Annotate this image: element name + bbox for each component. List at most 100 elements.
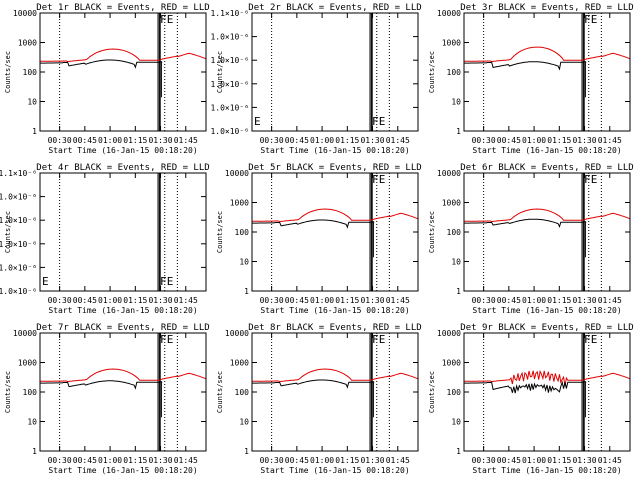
lld-series-line (464, 369, 631, 386)
y-tick-label: 100 (235, 388, 250, 397)
events-series-line (40, 380, 163, 418)
x-tick-label: 00:30 (260, 136, 284, 145)
y-axis-label: Counts/sec (4, 371, 12, 413)
x-tick-label: 01:45 (174, 296, 198, 305)
panel-title: Det 8r BLACK = Events, RED = LLD (248, 323, 421, 333)
x-tick-label: 01:30 (572, 296, 596, 305)
events-series-line (464, 380, 587, 418)
lld-series-line (40, 48, 207, 63)
y-tick-label: 100 (23, 68, 38, 77)
panel-title: Det 3r BLACK = Events, RED = LLD (460, 3, 633, 13)
legend-F: F (160, 13, 167, 26)
plot-frame (463, 12, 631, 132)
x-axis-label: Start Time (16-Jan-15 00:18:20) (48, 146, 197, 155)
y-tick-label: 1.0×10⁻⁶ (0, 216, 37, 225)
y-tick-label: 1.0×10⁻⁶ (210, 127, 249, 136)
y-tick-label: 100 (447, 388, 462, 397)
x-axis-label: Start Time (16-Jan-15 00:18:20) (472, 146, 621, 155)
x-tick-label: 01:45 (598, 456, 622, 465)
x-tick-label: 01:15 (123, 296, 147, 305)
panel-det-2: Det 2r BLACK = Events, RED = LLD Counts/s… (210, 3, 421, 155)
x-tick-label: 01:30 (360, 136, 384, 145)
y-tick-label: 10 (239, 418, 249, 427)
legend-E: E (379, 173, 386, 186)
events-series-line (464, 61, 587, 98)
panel-det-9: Det 9r BLACK = Events, RED = LLD Counts/s… (428, 323, 634, 475)
y-tick-label: 10 (27, 98, 37, 107)
plot-frame (39, 172, 207, 292)
legend-E: E (591, 173, 598, 186)
legend-E: E (379, 115, 386, 128)
panel-title: Det 1r BLACK = Events, RED = LLD (36, 3, 209, 13)
y-tick-label: 1000 (442, 39, 461, 48)
legend-F: F (584, 333, 591, 346)
x-tick-label: 01:15 (547, 136, 571, 145)
lld-series-line (252, 208, 419, 223)
legend-E: E (167, 333, 174, 346)
plot-frame (39, 332, 207, 452)
x-tick-label: 01:45 (598, 296, 622, 305)
lld-series-line (464, 46, 631, 63)
x-tick-label: 01:00 (522, 456, 546, 465)
lld-series-line (40, 368, 207, 383)
x-tick-label: 00:30 (260, 456, 284, 465)
y-axis-label: Counts/sec (4, 211, 12, 253)
panel-title: Det 4r BLACK = Events, RED = LLD (36, 163, 209, 173)
x-tick-label: 01:45 (174, 136, 198, 145)
x-tick-label: 00:45 (497, 136, 521, 145)
legend-F: F (372, 173, 379, 186)
y-tick-label: 100 (447, 68, 462, 77)
y-axis-label: Counts/sec (216, 371, 224, 413)
y-axis-label: Counts/sec (428, 371, 436, 413)
y-tick-label: 1.1×10⁻⁶ (210, 9, 249, 18)
legend-E: E (379, 333, 386, 346)
plot-frame (463, 332, 631, 452)
y-tick-label: 1 (456, 127, 461, 136)
x-tick-label: 01:30 (360, 456, 384, 465)
x-axis-label: Start Time (16-Jan-15 00:18:20) (260, 306, 409, 315)
y-tick-label: 1 (32, 127, 37, 136)
y-tick-label: 1.0×10⁻⁶ (0, 193, 37, 202)
panel-title: Det 6r BLACK = Events, RED = LLD (460, 163, 633, 173)
x-tick-label: 00:30 (472, 136, 496, 145)
y-tick-label: 10 (451, 98, 461, 107)
x-tick-label: 00:45 (73, 296, 97, 305)
panel-det-3: Det 3r BLACK = Events, RED = LLD Counts/s… (428, 3, 634, 155)
lld-series-line (464, 208, 631, 223)
x-tick-label: 01:00 (522, 136, 546, 145)
y-tick-label: 1.0×10⁻⁶ (0, 287, 37, 296)
y-tick-label: 1.0×10⁻⁶ (210, 56, 249, 65)
x-tick-label: 00:45 (285, 296, 309, 305)
events-series-line (252, 379, 375, 418)
x-tick-label: 00:30 (48, 456, 72, 465)
panel-det-8: Det 8r BLACK = Events, RED = LLD Counts/s… (216, 323, 422, 475)
x-tick-label: 01:45 (598, 136, 622, 145)
panel-det-7: Det 7r BLACK = Events, RED = LLD Counts/s… (4, 323, 210, 475)
x-tick-label: 01:30 (148, 296, 172, 305)
y-tick-label: 10 (239, 258, 249, 267)
y-tick-label: 10 (451, 258, 461, 267)
x-tick-label: 01:00 (522, 296, 546, 305)
x-tick-label: 01:15 (547, 456, 571, 465)
y-tick-label: 100 (447, 228, 462, 237)
x-tick-label: 01:15 (335, 136, 359, 145)
x-axis-label: Start Time (16-Jan-15 00:18:20) (48, 306, 197, 315)
legend-F: F (584, 13, 591, 26)
panel-title: Det 7r BLACK = Events, RED = LLD (36, 323, 209, 333)
legend-E: E (254, 115, 261, 128)
legend-F: F (160, 275, 167, 288)
x-tick-label: 01:00 (98, 136, 122, 145)
y-axis-label: Counts/sec (4, 51, 12, 93)
legend-E: E (167, 13, 174, 26)
panel-det-6: Det 6r BLACK = Events, RED = LLD Counts/s… (428, 163, 634, 315)
panel-det-5: Det 5r BLACK = Events, RED = LLD Counts/s… (216, 163, 422, 315)
x-tick-label: 01:45 (386, 136, 410, 145)
y-tick-label: 1.0×10⁻⁶ (210, 80, 249, 89)
legend-F: F (372, 115, 379, 128)
y-axis-label: Counts/sec (216, 211, 224, 253)
y-tick-label: 10 (27, 418, 37, 427)
panel-det-4: Det 4r BLACK = Events, RED = LLD Counts/s… (0, 163, 210, 315)
y-tick-label: 1 (244, 447, 249, 456)
y-tick-label: 1.0×10⁻⁶ (210, 33, 249, 42)
x-tick-label: 00:30 (472, 296, 496, 305)
